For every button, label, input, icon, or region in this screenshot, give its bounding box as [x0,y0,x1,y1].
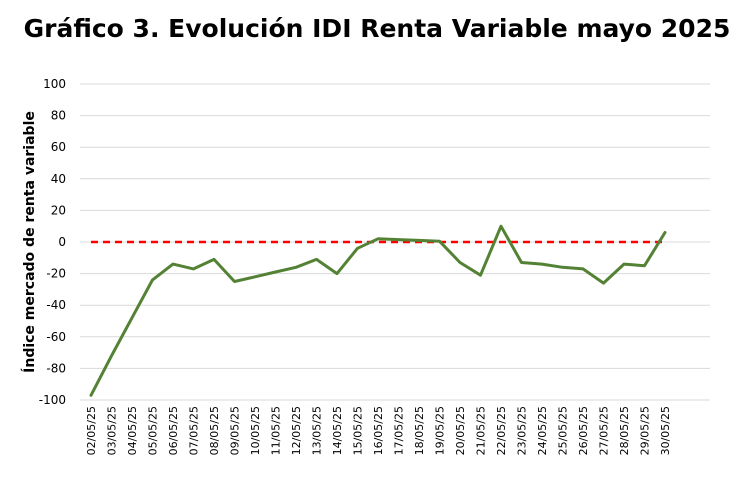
y-axis-title: Índice mercado de renta variable [21,111,38,373]
data-point [356,247,359,250]
data-point [376,237,380,241]
x-tick-label: 04/05/25 [126,406,139,455]
x-tick-label: 25/05/25 [557,406,570,455]
data-point [212,258,216,261]
data-point [602,281,605,285]
data-point [192,267,195,271]
data-point [479,273,482,277]
y-tick-label: -40 [46,298,66,312]
y-tick-label: 100 [43,77,66,91]
x-tick-label: 06/05/25 [167,406,180,455]
data-point [499,225,503,228]
x-tick-label: 24/05/25 [536,406,549,455]
x-tick-label: 07/05/25 [188,406,201,455]
data-point [643,264,646,267]
data-point [520,261,523,264]
x-tick-label: 30/05/25 [659,406,672,455]
y-tick-label: 80 [51,109,66,123]
data-point [581,267,585,271]
data-point [151,278,154,282]
x-tick-label: 12/05/25 [290,406,303,455]
data-point [540,262,544,266]
x-tick-label: 18/05/25 [413,406,426,455]
x-tick-label: 17/05/25 [393,406,406,455]
x-tick-label: 14/05/25 [331,406,344,455]
y-tick-label: 20 [51,203,66,217]
data-point [110,354,113,357]
data-point [171,262,175,266]
data-point [417,239,421,242]
data-point [663,231,667,234]
data-point [458,261,462,264]
y-tick-label: -20 [46,267,66,281]
data-point [294,266,298,269]
x-tick-label: 20/05/25 [454,406,467,455]
x-tick-label: 08/05/25 [208,406,221,455]
x-tick-label: 16/05/25 [372,406,385,455]
data-point [130,316,134,320]
series-line [89,224,667,397]
data-point [274,270,277,274]
x-tick-label: 29/05/25 [639,406,652,455]
x-tick-label: 11/05/25 [270,406,283,455]
x-tick-label: 05/05/25 [147,406,160,455]
y-tick-label: 40 [51,172,66,186]
data-point [89,394,93,397]
x-tick-label: 13/05/25 [311,406,324,455]
data-point [233,280,236,283]
x-tick-label: 09/05/25 [229,406,242,455]
x-tick-label: 10/05/25 [249,406,262,455]
x-tick-label: 28/05/25 [618,406,631,455]
x-tick-label: 19/05/25 [434,406,447,455]
x-tick-label: 15/05/25 [352,406,365,455]
x-tick-label: 03/05/25 [106,406,119,455]
data-point [335,272,339,275]
y-tick-label: 0 [58,235,66,249]
x-tick-label: 22/05/25 [495,406,508,455]
chart-title: Gráfico 3. Evolución IDI Renta Variable … [23,14,731,43]
y-tick-label: 60 [51,140,66,154]
y-tick-label: -100 [39,393,66,407]
x-tick-label: 21/05/25 [475,406,488,455]
x-tick-label: 02/05/25 [85,406,98,455]
data-point [622,262,626,266]
x-tick-label: 27/05/25 [598,406,611,455]
data-point [438,240,441,243]
data-point [397,238,400,241]
y-tick-label: -80 [46,361,66,375]
data-point [253,275,257,278]
x-tick-label: 23/05/25 [516,406,529,455]
x-tick-label: 26/05/25 [577,406,590,455]
data-point [561,266,564,269]
data-point [315,258,318,261]
y-tick-label: -60 [46,330,66,344]
